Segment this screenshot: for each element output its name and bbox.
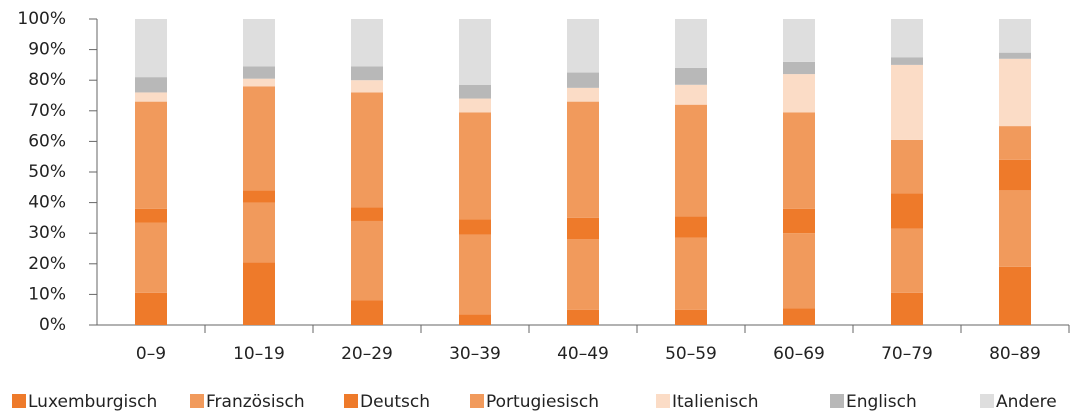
legend-label: Französisch [206,392,305,412]
x-tick-label: 50–59 [665,344,717,364]
legend-swatch [12,394,26,408]
legend-swatch [980,394,994,408]
bar-segment [999,58,1031,127]
bar-segment [567,19,599,73]
bar-segment [891,19,923,58]
legend-label: Deutsch [360,392,430,412]
y-tick-label: 40% [28,193,66,213]
bar-segment [351,207,383,221]
bar-segment [891,57,923,65]
y-tick-label: 50% [28,162,66,182]
y-tick-label: 10% [28,284,66,304]
bar-segment [567,101,599,218]
legend-swatch [344,394,358,408]
bar-segment [675,19,707,68]
legend-label: Italienisch [672,392,758,412]
bar-segment [783,74,815,113]
bar-segment [567,72,599,88]
legend-swatch [190,394,204,408]
bar-segment [999,52,1031,59]
y-tick-label: 20% [28,254,66,274]
bar-segment [243,190,275,203]
bar-segment [999,190,1031,267]
bar-segment [891,228,923,293]
bar-segment [135,92,167,102]
bar-segment [243,262,275,325]
bar-segment [783,112,815,209]
bar-segment [135,19,167,78]
legend-swatch [830,394,844,408]
y-tick-label: 90% [28,40,66,60]
bar-segment [135,101,167,209]
bar-segment [999,126,1031,160]
bar-segment [351,66,383,81]
bar-segment [567,217,599,240]
bar-segment [567,239,599,310]
bar-segment [567,309,599,325]
bar-segment [999,19,1031,53]
bar-segment [675,216,707,238]
bar-segment [243,66,275,79]
bar-segment [891,292,923,325]
legend-label: Portugiesisch [486,392,599,412]
bar-segment [243,86,275,191]
bar-segment [675,67,707,85]
legend-swatch [656,394,670,408]
legend-label: Luxemburgisch [28,392,157,412]
bar-segment [783,233,815,309]
bar-segment [459,19,491,85]
bar-segment [675,237,707,310]
bar-segment [459,112,491,220]
bar-segment [351,80,383,93]
legend-swatch [470,394,484,408]
bar-segment [243,19,275,67]
bar-segment [999,266,1031,325]
bar-segment [351,92,383,208]
bar-segment [351,300,383,325]
x-tick-label: 20–29 [341,344,393,364]
bar-segment [675,104,707,217]
bar-segment [675,84,707,105]
bar-segment [999,159,1031,191]
y-tick-label: 80% [28,70,66,90]
x-tick-label: 80–89 [989,344,1041,364]
y-tick-label: 100% [17,9,66,29]
y-tick-label: 70% [28,101,66,121]
bar-segment [459,84,491,99]
x-tick-label: 30–39 [449,344,501,364]
bar-segment [783,308,815,325]
y-tick-label: 0% [39,315,66,335]
x-tick-label: 70–79 [881,344,933,364]
bar-segment [459,314,491,325]
bar-segment [783,19,815,62]
bar-segment [135,208,167,223]
bar-segment [135,222,167,293]
bar-segment [351,220,383,301]
bar-segment [891,139,923,194]
legend-label: Andere [996,392,1057,412]
bar-segment [459,219,491,235]
bar-segment [891,193,923,229]
bar-segment [567,87,599,102]
bar-segment [891,64,923,140]
bar-segment [135,77,167,93]
legend-label: Englisch [846,392,917,412]
bar-segment [351,19,383,67]
x-tick-label: 40–49 [557,344,609,364]
bar-segment [783,61,815,75]
bar-segment [459,234,491,315]
y-tick-label: 60% [28,131,66,151]
x-tick-label: 0–9 [136,344,166,364]
y-tick-label: 30% [28,223,66,243]
bar-segment [459,98,491,113]
bar-segment [243,202,275,263]
bar-segment [783,208,815,234]
bar-segment [675,309,707,325]
bar-segment [243,78,275,87]
x-tick-label: 60–69 [773,344,825,364]
bar-segment [135,292,167,325]
x-tick-label: 10–19 [233,344,285,364]
